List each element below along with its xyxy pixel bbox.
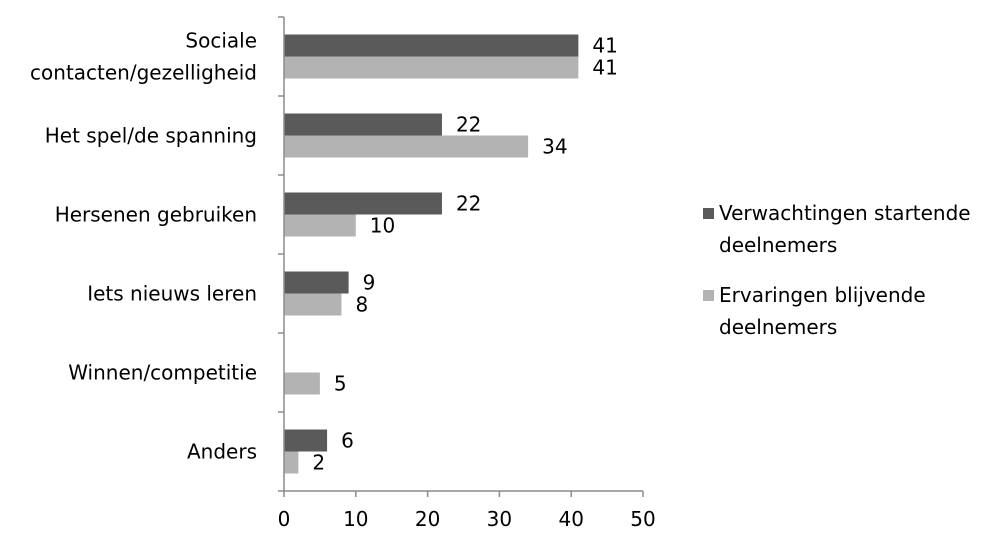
data-label: 6: [341, 429, 354, 453]
category-labels: Sociale contacten/gezelligheid Het spel/de…: [30, 29, 257, 464]
bar: [284, 451, 299, 474]
data-label: 9: [363, 271, 376, 295]
data-label: 2: [312, 451, 325, 475]
bar: [284, 135, 529, 158]
category-label: Winnen/competitie: [68, 361, 257, 385]
data-label: 41: [592, 34, 617, 58]
legend-label: Ervaringen blijvende: [719, 283, 926, 307]
category-label: contacten/gezelligheid: [30, 61, 257, 85]
data-label: 34: [542, 135, 567, 159]
bar: [284, 372, 320, 395]
data-label: 41: [592, 56, 617, 80]
category-label: Hersenen gebruiken: [55, 203, 257, 227]
category-label: Iets nieuws leren: [87, 282, 257, 306]
bar: [284, 429, 328, 452]
x-tick-label: 30: [487, 507, 512, 531]
bars: [284, 34, 579, 474]
bar: [284, 113, 442, 136]
legend-swatch: [703, 208, 714, 219]
x-tick-label: 0: [278, 507, 291, 531]
bar: [284, 56, 579, 79]
legend-label: Verwachtingen startende: [719, 201, 971, 225]
data-label: 5: [334, 372, 347, 396]
x-tick-label: 20: [415, 507, 440, 531]
category-label: Sociale: [185, 29, 257, 53]
x-tick-label: 10: [343, 507, 368, 531]
data-label: 8: [355, 293, 368, 317]
x-tick-label: 40: [558, 507, 583, 531]
category-label: Anders: [187, 440, 257, 464]
bar: [284, 34, 579, 57]
data-label: 10: [370, 214, 395, 238]
x-tick-label: 50: [630, 507, 655, 531]
bar: [284, 214, 356, 237]
legend-label: deelnemers: [719, 233, 837, 257]
bar: [284, 293, 342, 316]
data-label: 22: [456, 192, 481, 216]
x-axis: 0 10 20 30 40 50: [278, 490, 656, 531]
bar: [284, 271, 349, 294]
category-label: Het spel/de spanning: [45, 124, 257, 148]
legend: Verwachtingen startende deelnemers Ervarin…: [703, 201, 971, 339]
legend-swatch: [703, 290, 714, 301]
legend-label: deelnemers: [719, 315, 837, 339]
category-tick-marks: [278, 16, 284, 492]
bar: [284, 192, 442, 215]
data-label: 22: [456, 113, 481, 137]
